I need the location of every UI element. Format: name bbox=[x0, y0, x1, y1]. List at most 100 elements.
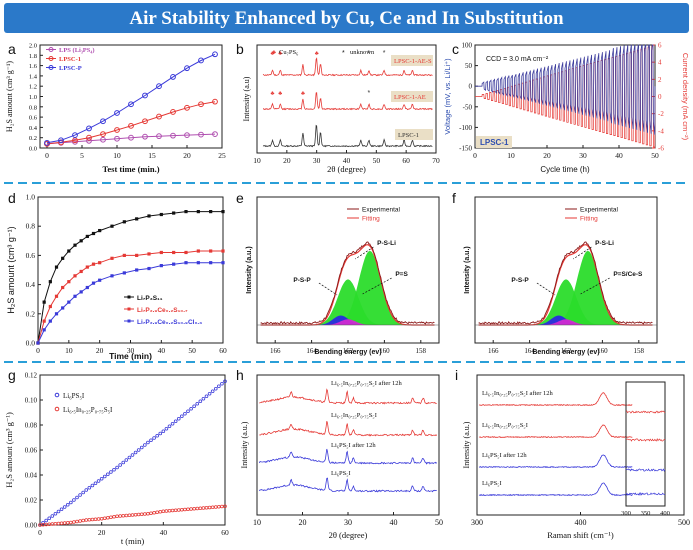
panel-g-point bbox=[130, 513, 135, 517]
panel-b-legend-cu-marker: ♣ bbox=[272, 50, 276, 56]
panel-a-ylabel: H₂S amount (cm³ g⁻¹) bbox=[5, 61, 14, 132]
panel-g-x-tick-label: 40 bbox=[160, 528, 168, 537]
panel-d-point bbox=[221, 210, 225, 214]
panel-h-x-tick-label: 40 bbox=[390, 518, 398, 527]
panel-b-unknown-marker: * bbox=[368, 50, 371, 57]
panel-g-point bbox=[90, 517, 95, 522]
panel-i-inset-trace bbox=[625, 410, 666, 414]
panel-b-tag: LPSC-1 bbox=[398, 132, 419, 139]
panel-e-letter: e bbox=[236, 190, 244, 206]
panel-f-peak-label: P=S/Ce-S bbox=[613, 271, 643, 278]
panel-c-yleft-tick-label: -150 bbox=[459, 145, 472, 153]
panel-a-x-tick-label: 25 bbox=[218, 151, 226, 160]
panel-g-point bbox=[170, 508, 175, 513]
panel-g-point bbox=[143, 443, 147, 447]
panel-d-letter: d bbox=[8, 190, 16, 206]
panel-g-point bbox=[158, 509, 163, 514]
panel-g-point bbox=[121, 460, 126, 465]
panel-g-point bbox=[65, 520, 70, 525]
panel-b-cu-marker: ♣ bbox=[278, 91, 282, 97]
panel-g-point bbox=[127, 455, 132, 460]
panel-d-legend-marker bbox=[127, 295, 131, 299]
panel-a-y-tick-label: 1.4 bbox=[29, 73, 38, 80]
panel-a-point bbox=[156, 113, 162, 120]
panel-g: 0 20 40 60 0.00 0.02 0.04 0.06 0.08 0.10 0.12 g t (m… bbox=[4, 367, 229, 546]
panel-a-point bbox=[72, 132, 78, 139]
panel-g-point bbox=[152, 510, 156, 515]
panel-a-point bbox=[128, 122, 134, 129]
panel-b-unknown-marker: * bbox=[368, 90, 371, 97]
panel-g-point bbox=[99, 476, 104, 481]
panel-g-point bbox=[164, 509, 169, 513]
panel-d-point bbox=[209, 249, 213, 253]
panel-d-point bbox=[54, 312, 59, 316]
panel-g-point bbox=[198, 506, 203, 511]
panel-c-x-tick-label: 50 bbox=[651, 151, 659, 160]
panel-g-point bbox=[189, 507, 193, 511]
panel-c-yleft-tick-label: 100 bbox=[462, 42, 473, 50]
panel-g-point bbox=[139, 445, 144, 450]
panel-g-point bbox=[180, 507, 184, 512]
panel-d-point bbox=[91, 231, 96, 236]
panel-g-y-tick-label: 0.04 bbox=[25, 472, 38, 480]
panel-d-point bbox=[67, 280, 71, 284]
panel-g-point bbox=[81, 518, 85, 523]
panel-a-y-tick-label: 2.0 bbox=[29, 43, 37, 50]
panel-f-x-tick-label: 166 bbox=[488, 347, 499, 355]
panel-g-point bbox=[183, 411, 187, 416]
panel-g-point bbox=[47, 516, 52, 521]
panel-d-point bbox=[110, 274, 114, 278]
panel-d-y-tick-label: 0.2 bbox=[26, 309, 36, 318]
panel-g-point bbox=[133, 450, 138, 455]
panel-a-legend-marker bbox=[48, 56, 54, 61]
panel-a-y-tick-label: 0.2 bbox=[29, 135, 37, 142]
panel-b-legend-unknown-marker: * bbox=[342, 50, 345, 57]
panel-g-point bbox=[217, 384, 221, 389]
panel-g-point bbox=[72, 498, 76, 502]
panel-d-point bbox=[48, 280, 52, 284]
panel-g-point bbox=[96, 517, 101, 521]
panel-d-xlabel: Time (min) bbox=[109, 351, 152, 361]
panel-e-peak-label: P=S bbox=[395, 271, 408, 278]
panel-b-xlabel: 2θ (degree) bbox=[327, 164, 366, 174]
panel-a-series-line bbox=[46, 133, 216, 145]
panel-g-point bbox=[106, 515, 110, 520]
panel-i-ylabel: Intensity (a.u.) bbox=[462, 421, 471, 468]
panel-a-point bbox=[184, 132, 190, 139]
panel-g-point bbox=[127, 513, 132, 518]
panel-e-peak-pointer bbox=[355, 246, 374, 260]
panel-i-tag: Li₆PS₅I after 12h bbox=[482, 452, 527, 459]
panel-g-y-tick-label: 0.00 bbox=[25, 522, 38, 530]
panel-d-point bbox=[184, 210, 188, 214]
panel-g-point bbox=[102, 474, 107, 479]
panel-d-point bbox=[42, 300, 46, 304]
panel-f-peak-label: P-S-P bbox=[511, 277, 529, 284]
panel-d-point bbox=[135, 268, 139, 272]
panel-a-series-line bbox=[46, 53, 216, 144]
panel-d-x-tick-label: 10 bbox=[65, 346, 73, 355]
panel-d-point bbox=[73, 243, 77, 247]
panel-b-tag: LPSC-1-AE-S bbox=[394, 58, 432, 65]
panel-e-x-tick-label: 160 bbox=[379, 347, 390, 355]
panel-d-point bbox=[36, 341, 40, 345]
panel-a-xlabel: Test time (min.) bbox=[102, 164, 159, 174]
panel-d-ylabel: H₂S amount (cm³ g⁻¹) bbox=[6, 226, 16, 313]
panel-d-point bbox=[196, 210, 200, 214]
panel-g-point bbox=[223, 379, 227, 384]
panel-g-point bbox=[167, 424, 172, 429]
panel-d-point bbox=[73, 274, 77, 278]
panel-c-x-tick-label: 30 bbox=[579, 151, 587, 160]
panel-d-series-line bbox=[37, 262, 223, 344]
panel-g-point bbox=[176, 508, 181, 512]
panel-a-point bbox=[212, 51, 218, 58]
panel-b: 10 20 30 40 50 60 70 b 2θ (degree) Intensity (a.u… bbox=[236, 41, 440, 174]
panel-g-point bbox=[152, 436, 156, 440]
panel-g-point bbox=[106, 472, 110, 477]
panel-g-point bbox=[121, 513, 126, 518]
panel-d-point bbox=[122, 220, 126, 224]
panel-a-legend-marker bbox=[48, 47, 54, 52]
panel-g-point bbox=[207, 505, 212, 510]
panel-d-point bbox=[209, 261, 213, 265]
panel-d-point bbox=[98, 261, 102, 265]
panel-g-point bbox=[84, 488, 89, 492]
